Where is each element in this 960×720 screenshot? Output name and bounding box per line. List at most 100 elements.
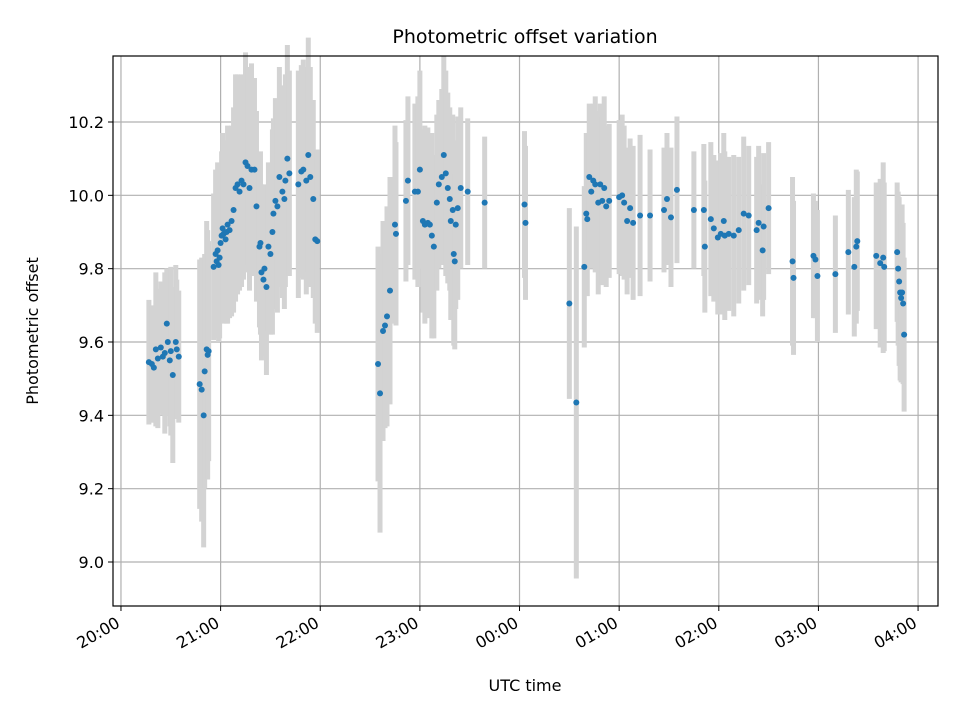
data-point <box>522 219 529 226</box>
data-point <box>896 278 903 285</box>
data-point <box>454 205 461 212</box>
y-tick-label: 10.0 <box>68 186 104 205</box>
data-point <box>307 174 314 180</box>
data-point <box>812 256 819 263</box>
y-tick-label: 9.6 <box>79 333 104 352</box>
data-point <box>234 181 241 188</box>
data-point <box>603 203 610 210</box>
data-point <box>901 331 908 338</box>
data-point <box>380 328 387 334</box>
data-point <box>205 348 212 355</box>
data-point <box>382 322 389 329</box>
data-point <box>230 207 237 213</box>
y-tick-label: 9.4 <box>79 406 104 425</box>
data-point <box>601 185 608 191</box>
data-point <box>457 185 464 191</box>
data-point <box>263 284 270 290</box>
data-point <box>433 199 440 206</box>
data-point <box>303 177 310 184</box>
data-point <box>228 218 235 224</box>
y-tick-label: 9.8 <box>79 260 104 279</box>
data-point <box>899 289 906 296</box>
data-point <box>481 199 488 206</box>
data-point <box>219 225 226 232</box>
data-point <box>265 243 272 250</box>
data-point <box>450 251 457 257</box>
data-point <box>391 221 398 228</box>
data-point <box>673 186 680 193</box>
data-point <box>300 166 307 173</box>
y-tick-label: 10.2 <box>68 113 104 132</box>
data-point <box>435 181 442 188</box>
data-point <box>701 243 708 250</box>
data-point <box>444 185 451 191</box>
data-point <box>621 199 628 206</box>
data-point <box>881 263 888 270</box>
data-point <box>200 412 207 419</box>
data-point <box>428 232 435 239</box>
data-point <box>416 166 423 173</box>
data-point <box>740 210 747 217</box>
data-point <box>447 218 454 224</box>
data-points <box>145 152 908 419</box>
data-point <box>599 197 606 204</box>
data-point <box>440 152 447 158</box>
data-point <box>251 166 258 173</box>
data-point <box>900 300 907 307</box>
data-point <box>581 263 588 270</box>
data-point <box>253 203 260 210</box>
data-point <box>414 188 421 195</box>
data-point <box>730 232 737 239</box>
data-point <box>173 346 180 353</box>
data-point <box>464 188 471 195</box>
data-point <box>710 225 717 232</box>
data-point <box>244 163 251 169</box>
data-point <box>267 251 274 257</box>
data-point <box>442 170 449 177</box>
data-point <box>272 197 279 204</box>
data-point <box>845 249 852 256</box>
data-point <box>832 271 839 278</box>
data-point <box>426 221 433 228</box>
data-point <box>624 218 631 224</box>
data-point <box>314 238 321 245</box>
data-point <box>281 196 288 202</box>
data-point <box>586 174 593 180</box>
data-point <box>217 240 224 246</box>
data-point <box>169 372 176 378</box>
data-point <box>163 320 170 327</box>
data-point <box>257 240 264 246</box>
data-point <box>627 205 634 212</box>
data-point <box>161 350 168 356</box>
data-point <box>274 203 281 210</box>
x-axis-label: UTC time <box>489 676 562 695</box>
data-point <box>759 247 766 254</box>
data-point <box>284 155 291 162</box>
data-point <box>201 368 208 375</box>
data-point <box>154 355 161 362</box>
data-point <box>438 174 445 180</box>
data-point <box>164 339 171 345</box>
data-point <box>720 218 727 224</box>
data-point <box>790 274 797 281</box>
data-point <box>647 212 654 219</box>
data-point <box>725 230 732 237</box>
data-point <box>386 287 393 294</box>
data-point <box>295 181 302 188</box>
data-point <box>167 348 174 355</box>
data-point <box>630 219 637 226</box>
data-point <box>282 177 289 184</box>
data-point <box>375 361 382 367</box>
data-point <box>877 260 884 267</box>
data-point <box>216 254 223 261</box>
data-point <box>276 174 283 180</box>
data-point <box>246 185 253 191</box>
data-point <box>210 263 217 270</box>
data-point <box>667 214 674 221</box>
data-point <box>637 212 644 219</box>
data-point <box>175 353 182 360</box>
data-point <box>789 258 796 265</box>
chart-title: Photometric offset variation <box>392 26 657 48</box>
